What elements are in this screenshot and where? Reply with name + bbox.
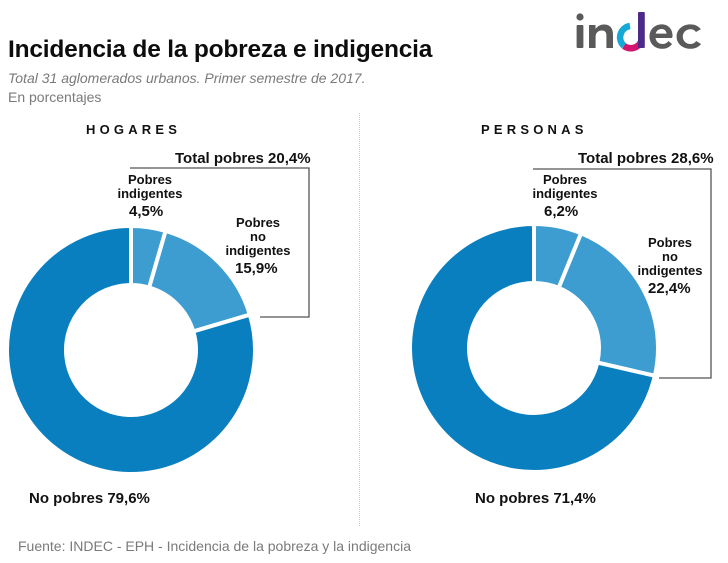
- label-line: Pobres: [542, 172, 588, 187]
- segment-no-pobres: [408, 221, 658, 474]
- indec-logo: [576, 12, 701, 52]
- total-pobres-label-hogares: Total pobres 20,4%: [175, 150, 311, 167]
- value-pobres-indigentes-hogares: 4,5%: [129, 203, 164, 220]
- label-line: Pobres: [235, 215, 281, 230]
- label-pobres-no-indigentes-hogares: Pobres no indigentes: [220, 216, 296, 258]
- donut-personas: [408, 221, 660, 474]
- logo-n: [589, 24, 613, 48]
- total-pobres-bracket-hogares: [130, 167, 310, 318]
- chart-title: Incidencia de la pobreza e indigencia: [8, 36, 433, 63]
- chart-subtitle: Total 31 aglomerados urbanos. Primer sem…: [8, 70, 366, 86]
- label-no-pobres-hogares: No pobres 79,6%: [29, 490, 150, 507]
- logo-i-dot: [576, 13, 584, 21]
- panel-divider: [359, 113, 360, 526]
- label-line: Pobres: [647, 235, 693, 250]
- label-line: indigentes: [225, 243, 291, 258]
- total-pobres-bracket-personas: [533, 168, 712, 379]
- logo-d-stem: [638, 12, 645, 48]
- panel-title-personas: PERSONAS: [481, 122, 588, 137]
- total-pobres-label-personas: Total pobres 28,6%: [578, 150, 714, 167]
- value-pobres-no-indigentes-personas: 22,4%: [648, 280, 691, 297]
- label-line: Pobres: [127, 172, 173, 187]
- label-pobres-indigentes-hogares: Pobres indigentes: [115, 173, 185, 201]
- label-line: indigentes: [532, 186, 598, 201]
- segment-pobres-no-indigentes: [556, 230, 660, 379]
- label-pobres-no-indigentes-personas: Pobres no indigentes: [632, 236, 708, 278]
- value-pobres-no-indigentes-hogares: 15,9%: [235, 260, 278, 277]
- value-pobres-indigentes-personas: 6,2%: [544, 203, 579, 220]
- label-line: indigentes: [637, 263, 703, 278]
- source-note: Fuente: INDEC - EPH - Incidencia de la p…: [18, 538, 411, 554]
- label-no-pobres-personas: No pobres 71,4%: [475, 490, 596, 507]
- segment-no-pobres: [5, 223, 257, 476]
- label-pobres-indigentes-personas: Pobres indigentes: [530, 173, 600, 201]
- logo-c: [676, 24, 701, 49]
- label-line: no: [662, 249, 678, 264]
- units-note: En porcentajes: [8, 89, 102, 105]
- panel-title-hogares: HOGARES: [86, 122, 182, 137]
- logo-d-arc-cyan: [616, 22, 631, 49]
- logo-i-stem: [576, 25, 584, 48]
- donut-hogares: [5, 223, 257, 476]
- label-line: indigentes: [117, 186, 183, 201]
- logo-e: [649, 24, 673, 49]
- label-line: no: [250, 229, 266, 244]
